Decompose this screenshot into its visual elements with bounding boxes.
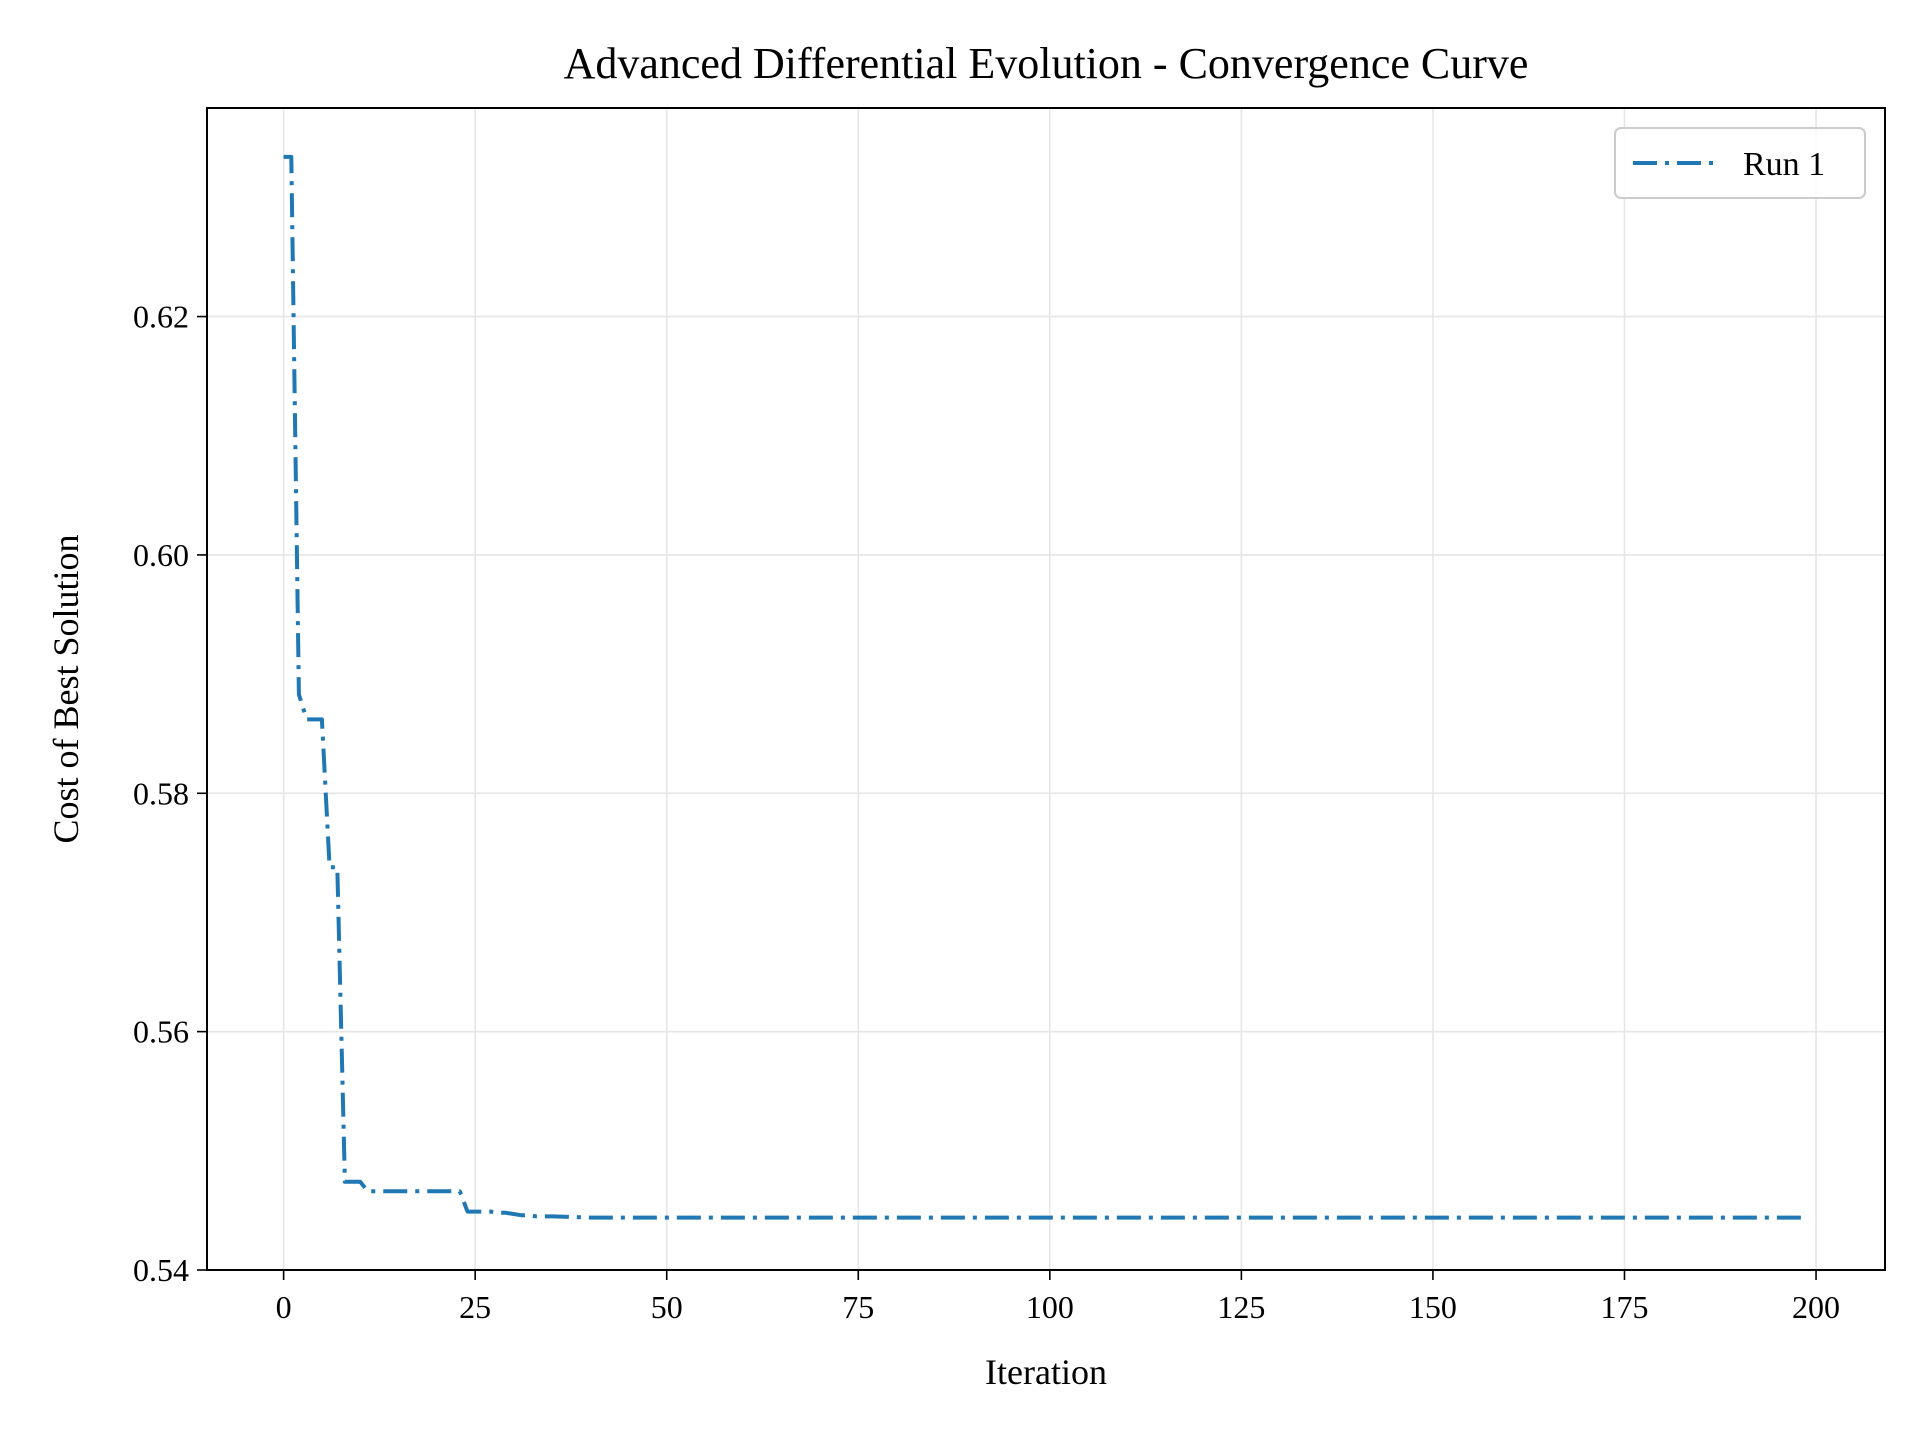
legend: Run 1: [1614, 127, 1866, 199]
x-tick-label: 150: [1409, 1289, 1457, 1325]
x-axis-label: Iteration: [985, 1352, 1107, 1392]
y-tick-label: 0.60: [133, 537, 189, 573]
series-layer: [283, 154, 1809, 1220]
y-tick-label: 0.54: [133, 1252, 189, 1288]
chart-title: Advanced Differential Evolution - Conver…: [564, 39, 1529, 88]
tick-layer: 0 25 50 75 100 125 150 175 200 0.54 0.56 0.58 0.60 0.…: [133, 299, 1840, 1325]
x-tick-label: 200: [1792, 1289, 1840, 1325]
series-line-run-1: [283, 154, 1809, 1220]
y-tick-label: 0.58: [133, 775, 189, 811]
x-tick-label: 125: [1217, 1289, 1265, 1325]
x-tick-label: 25: [459, 1289, 491, 1325]
x-tick-label: 100: [1026, 1289, 1074, 1325]
legend-label: Run 1: [1743, 146, 1825, 183]
x-tick-label: 75: [842, 1289, 874, 1325]
x-tick-label: 0: [276, 1289, 292, 1325]
x-tick-label: 50: [651, 1289, 683, 1325]
y-axis-label: Cost of Best Solution: [46, 534, 86, 843]
x-tick-label: 175: [1600, 1289, 1648, 1325]
legend-box: [1614, 127, 1866, 199]
y-tick-label: 0.62: [133, 299, 189, 335]
y-tick-label: 0.56: [133, 1014, 189, 1050]
plot-frame: [206, 107, 1886, 1271]
grid-layer: [207, 108, 1885, 1271]
